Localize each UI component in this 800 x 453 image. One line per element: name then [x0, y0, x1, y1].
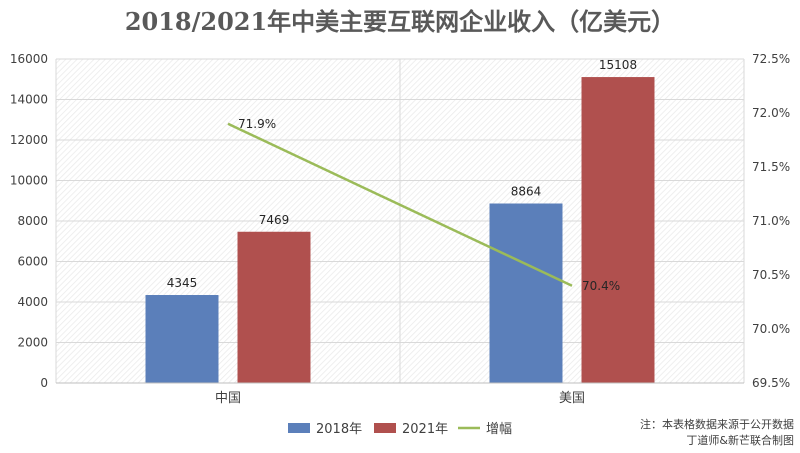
legend-swatch-2018年	[288, 423, 310, 433]
y-tick-label-8000: 8000	[17, 214, 48, 228]
y-tick-label-6000: 6000	[17, 255, 48, 269]
legend-swatch-2021年	[374, 423, 396, 433]
x-category-label: 美国	[559, 391, 585, 406]
y-tick-label-10000: 10000	[10, 174, 48, 188]
legend-label: 2018年	[316, 422, 362, 437]
chart-title: 2018/2021年中美主要互联网企业收入（亿美元）	[125, 7, 675, 36]
bar-value-label: 8864	[511, 185, 542, 199]
y2-tick-label-4: 71.5%	[752, 160, 790, 174]
y-tick-label-12000: 12000	[10, 133, 48, 147]
axes: 0 2000 4000 6000 8000 10000 12000 14000 16000 69.…	[10, 52, 790, 406]
y2-tick-label-2: 70.5%	[752, 268, 790, 282]
bar-value-label: 7469	[259, 213, 290, 227]
bar-value-label: 4345	[167, 276, 198, 290]
data-labels: 4345 8864 7469 15108 71.9% 70.4%	[167, 58, 637, 293]
y-tick-label-16000: 16000	[10, 52, 48, 66]
bar-2018年-中国	[145, 295, 219, 383]
y2-tick-label-3: 71.0%	[752, 214, 790, 228]
legend-label: 增幅	[486, 422, 512, 437]
y-tick-label-2000: 2000	[17, 336, 48, 350]
y2-tick-label-5: 72.0%	[752, 106, 790, 120]
bar-2021年-中国	[237, 231, 311, 383]
y2-tick-label-1: 70.0%	[752, 322, 790, 336]
y-tick-label-0: 0	[40, 376, 48, 390]
line-value-label: 70.4%	[582, 279, 620, 293]
line-value-label: 71.9%	[238, 117, 276, 131]
bar-value-label: 15108	[599, 58, 637, 72]
note-line-2: 丁道师&新芒联合制图	[686, 433, 794, 447]
legend-label: 2021年	[402, 422, 448, 437]
x-category-label: 中国	[215, 391, 241, 406]
bar-2021年-美国	[581, 77, 655, 384]
bar-2018年-美国	[489, 203, 563, 383]
y-tick-label-4000: 4000	[17, 295, 48, 309]
y2-tick-label-6: 72.5%	[752, 52, 790, 66]
source-note: 注：本表格数据来源于公开数据 丁道师&新芒联合制图	[640, 417, 794, 447]
line-series-增幅	[227, 122, 573, 287]
note-line-1: 注：本表格数据来源于公开数据	[640, 417, 794, 431]
growth-line	[227, 122, 573, 287]
y-tick-label-14000: 14000	[10, 93, 48, 107]
bars	[145, 77, 655, 384]
legend: 2018年 2021年 增幅	[288, 422, 512, 437]
y2-tick-label-0: 69.5%	[752, 376, 790, 390]
